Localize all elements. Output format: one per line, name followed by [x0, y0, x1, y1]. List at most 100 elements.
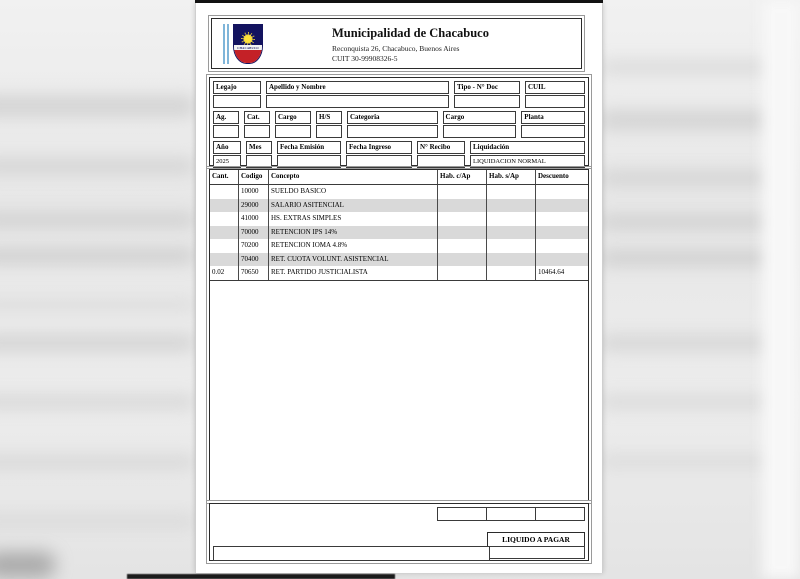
- field-value-input[interactable]: LIQUIDACION NORMAL: [470, 155, 585, 168]
- field-label: N° Recibo: [417, 141, 465, 154]
- field-label: Cargo: [442, 111, 517, 124]
- table-row: 70000 RETENCION IPS 14%: [210, 225, 588, 240]
- footer-bottom-row: [213, 546, 585, 561]
- cell-hab-cap: [438, 225, 487, 239]
- cuit-line: CUIT 30-99908326-5: [332, 54, 398, 63]
- logo-shield-bottom: [234, 50, 262, 63]
- field-value-input[interactable]: [316, 125, 342, 138]
- logo-shield: CHACABUCO: [233, 24, 263, 64]
- field-liquidacion: Liquidación LIQUIDACION NORMAL: [470, 141, 585, 168]
- cell-cant: [210, 225, 239, 239]
- cell-concepto: SUELDO BASICO: [269, 185, 438, 199]
- field-hs: H/S: [316, 111, 342, 138]
- field-value-input[interactable]: [347, 125, 438, 138]
- col-header-concepto: Concepto: [269, 170, 438, 184]
- field-value-input[interactable]: [525, 95, 585, 108]
- background-blur-band: [0, 158, 195, 174]
- document-header: CHACABUCO Municipalidad de Chacabuco Rec…: [208, 15, 585, 72]
- field-value-input[interactable]: [213, 125, 239, 138]
- field-value-input[interactable]: [266, 95, 449, 108]
- cell-hab-cap: [438, 198, 487, 212]
- col-header-hab-sap: Hab. s/Ap: [487, 170, 536, 184]
- cell-descuento: [536, 226, 588, 240]
- total-descuento-box: [535, 507, 585, 521]
- col-header-hab-cap: Hab. c/Ap: [438, 170, 487, 184]
- field-cargo-num: Cargo: [275, 111, 311, 138]
- field-label: H/S: [316, 111, 342, 124]
- cell-hab-cap: [438, 212, 487, 226]
- background-blur-band: [0, 95, 195, 117]
- field-value-input[interactable]: [454, 95, 520, 108]
- municipality-logo-icon: CHACABUCO: [223, 24, 267, 64]
- background-blur-band: [0, 515, 195, 527]
- bottom-window-bar: [127, 574, 395, 579]
- field-anio: Año 2025: [213, 141, 241, 168]
- field-apellido-nombre: Apellido y Nombre: [266, 81, 449, 108]
- cell-hab-sap: [487, 198, 536, 212]
- cell-concepto: HS. EXTRAS SIMPLES: [269, 212, 438, 226]
- table-row: 41000 HS. EXTRAS SIMPLES: [210, 212, 588, 226]
- cell-concepto: RETENCION IOMA 4.8%: [269, 239, 438, 253]
- background-blur-band: [0, 455, 195, 469]
- background-blur-band: [600, 110, 785, 130]
- cell-hab-sap: [487, 225, 536, 239]
- field-label: Planta: [521, 111, 585, 124]
- totals-row: [437, 507, 585, 521]
- cell-hab-cap: [438, 185, 487, 199]
- cell-descuento: [536, 253, 588, 267]
- total-hab-cap-box: [437, 507, 487, 521]
- cell-descuento: 10464.64: [538, 268, 565, 276]
- col-header-codigo: Codigo: [239, 170, 269, 184]
- background-blur-band: [0, 300, 195, 310]
- background-blur-band: [600, 250, 785, 266]
- cell-codigo: 70400: [239, 252, 269, 266]
- cell-descuento: [536, 239, 588, 253]
- background-blur-band: [600, 215, 785, 229]
- cell-cant: [210, 239, 239, 253]
- field-value-input[interactable]: [442, 125, 517, 138]
- background-blur-band: [600, 395, 785, 409]
- total-hab-sap-box: [486, 507, 536, 521]
- field-label: CUIL: [525, 81, 585, 94]
- field-tipo-doc: Tipo - N° Doc: [454, 81, 520, 108]
- table-row: 0.02 70650 RET. PARTIDO JUSTICIALISTA 10…: [210, 266, 588, 280]
- background-blur-band: [0, 395, 195, 409]
- field-value-input[interactable]: [275, 125, 311, 138]
- field-value-input[interactable]: [417, 155, 465, 168]
- field-value-input[interactable]: [246, 155, 272, 168]
- table-body: 10000 SUELDO BASICO 29000 SALARIO ASITEN…: [210, 185, 588, 281]
- field-label: Liquidación: [470, 141, 585, 154]
- field-categoria: Categoria: [347, 111, 438, 138]
- table-empty-area: [210, 281, 588, 501]
- field-value-input[interactable]: [213, 95, 261, 108]
- field-value-input[interactable]: [521, 125, 585, 138]
- field-label: Cargo: [275, 111, 311, 124]
- cell-codigo: 41000: [239, 212, 269, 226]
- background-light-strip: [762, 0, 800, 579]
- cell-descuento: [536, 185, 588, 199]
- field-mes: Mes: [246, 141, 272, 168]
- field-planta: Planta: [521, 111, 585, 138]
- table-row: 10000 SUELDO BASICO: [210, 185, 588, 199]
- background-dark-blob: [0, 552, 55, 578]
- field-value-input[interactable]: [346, 155, 412, 168]
- background-blur-band: [0, 213, 195, 227]
- fields-row-2: Ag. Cat. Cargo H/S Categoria: [213, 111, 585, 138]
- fields-row-1: Legajo Apellido y Nombre Tipo - N° Doc C…: [213, 81, 585, 108]
- logo-shield-top: [234, 25, 262, 47]
- field-label: Apellido y Nombre: [266, 81, 449, 94]
- field-label: Mes: [246, 141, 272, 154]
- field-label: Categoria: [347, 111, 438, 124]
- field-value-input[interactable]: 2025: [213, 155, 241, 168]
- field-cuil: CUIL: [525, 81, 585, 108]
- cell-cant: [210, 198, 239, 212]
- field-value-input[interactable]: [244, 125, 270, 138]
- fields-row-3: Año 2025 Mes Fecha Emisión Fecha Ingreso…: [213, 141, 585, 168]
- cell-descuento: [536, 212, 588, 226]
- cell-hab-cap: [438, 239, 487, 253]
- field-value-input[interactable]: [277, 155, 341, 168]
- cell-cant: [210, 185, 239, 199]
- top-window-bar: [195, 0, 603, 4]
- table-header-row: Cant. Codigo Concepto Hab. c/Ap Hab. s/A…: [210, 170, 588, 185]
